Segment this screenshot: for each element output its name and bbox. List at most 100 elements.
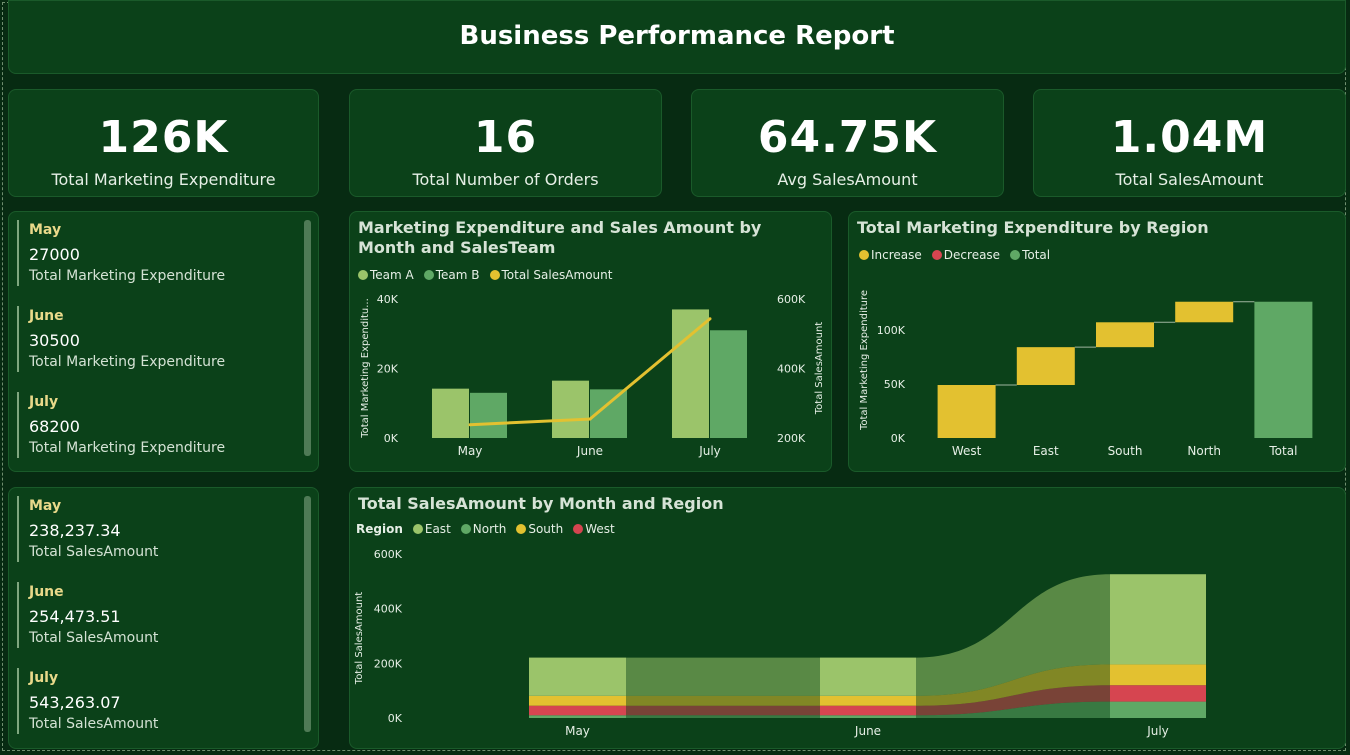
legend-swatch — [931, 250, 942, 260]
y-tick-label: 40K — [377, 293, 399, 306]
chart-title: Total SalesAmount by Month and Region — [358, 494, 724, 513]
legend-item[interactable]: Total — [1010, 248, 1050, 262]
value-text: 238,237.34 — [29, 521, 121, 540]
y-axis-label: Total Marketing Expenditu... — [360, 298, 371, 439]
legend-label: Team A — [370, 268, 414, 282]
value-text: 27000 — [29, 245, 80, 264]
y2-tick-label: 400K — [777, 363, 806, 376]
segment-south — [529, 695, 626, 706]
legend-swatch — [489, 270, 500, 280]
legend-swatch — [1010, 250, 1021, 260]
waterfall-bar-north — [1175, 301, 1234, 323]
y-tick-label: 0K — [891, 432, 906, 445]
legend-label: East — [424, 522, 451, 536]
y-tick-label: 400K — [374, 603, 403, 616]
ribbon-north — [916, 701, 1110, 718]
legend-label: South — [528, 522, 564, 536]
legend-label: Increase — [871, 248, 922, 262]
waterfall-bar-east — [1016, 347, 1075, 386]
waterfall-chart-plot[interactable]: 0K 50K 100K Total Marketing Expenditure West… — [849, 212, 1347, 473]
legend-item[interactable]: Team B — [423, 268, 480, 282]
legend-swatch — [859, 250, 869, 260]
kpi-label: Avg SalesAmount — [777, 170, 918, 189]
segment-west — [1110, 685, 1206, 702]
waterfall-bar-west — [937, 385, 996, 438]
bar-team-a — [672, 309, 709, 438]
scrollbar[interactable] — [304, 496, 311, 732]
legend-swatch — [358, 270, 368, 280]
month-label: July — [29, 670, 59, 686]
kpi-label: Total Marketing Expenditure — [51, 170, 276, 189]
chart-title: Total Marketing Expenditure by Region — [857, 218, 1209, 237]
value-text: 543,263.07 — [29, 693, 121, 712]
legend-title: Region — [356, 522, 403, 536]
ribbon-west — [626, 705, 820, 716]
segment-north — [1110, 701, 1206, 718]
kpi-label: Total SalesAmount — [1115, 170, 1264, 189]
list-item[interactable]: May 27000 Total Marketing Expenditure — [17, 220, 299, 286]
list-item[interactable]: July 543,263.07 Total SalesAmount — [17, 668, 299, 734]
x-tick-label: June — [576, 444, 603, 458]
segment-south — [1110, 664, 1206, 686]
list-item[interactable]: July 68200 Total Marketing Expenditure — [17, 392, 299, 458]
x-tick-label: June — [854, 724, 881, 738]
legend-swatch — [412, 524, 423, 534]
combo-chart-card[interactable]: Marketing Expenditure and Sales Amount b… — [349, 211, 832, 472]
bar-team-a — [432, 388, 469, 438]
segment-west — [529, 705, 626, 716]
legend-item[interactable]: Team A — [358, 268, 414, 282]
bar-team-a — [552, 380, 589, 438]
report-title: Business Performance Report — [459, 21, 895, 51]
kpi-card-orders[interactable]: 16 Total Number of Orders — [349, 89, 662, 197]
y2-tick-label: 600K — [777, 293, 806, 306]
legend-label: North — [472, 522, 507, 536]
measure-label: Total SalesAmount — [29, 716, 159, 732]
x-tick-label: North — [1187, 444, 1221, 458]
sales-by-month-card: May 238,237.34 Total SalesAmount June 25… — [8, 487, 319, 749]
x-tick-label: July — [698, 444, 721, 458]
list-item[interactable]: June 30500 Total Marketing Expenditure — [17, 306, 299, 372]
segment-east — [820, 657, 916, 696]
scrollbar[interactable] — [304, 220, 311, 456]
ribbon-chart-plot[interactable]: 0K 200K 400K 600K Total SalesAmount May June Ju… — [350, 488, 1347, 750]
chart-legend: Team A Team B Total SalesAmount — [358, 268, 618, 282]
legend-item[interactable]: South — [516, 522, 563, 536]
measure-label: Total Marketing Expenditure — [29, 440, 226, 456]
legend-label: Decrease — [943, 248, 1001, 262]
value-text: 254,473.51 — [29, 607, 121, 626]
x-tick-label: Total — [1268, 444, 1297, 458]
kpi-value: 64.75K — [757, 112, 938, 163]
list-item[interactable]: May 238,237.34 Total SalesAmount — [17, 496, 299, 562]
x-tick-label: East — [1033, 444, 1059, 458]
segment-east — [529, 657, 626, 696]
legend-label: Total SalesAmount — [501, 268, 613, 282]
legend-item[interactable]: Decrease — [931, 248, 1001, 262]
legend-swatch — [460, 524, 471, 534]
legend-label: Team B — [435, 268, 480, 282]
sales-point — [468, 423, 472, 427]
bar-team-b — [470, 392, 507, 438]
chart-legend: Increase Decrease Total — [859, 248, 1056, 262]
list-item[interactable]: June 254,473.51 Total SalesAmount — [17, 582, 299, 648]
ribbon-east — [626, 657, 820, 696]
ribbon-south — [626, 695, 820, 706]
legend-item[interactable]: Increase — [859, 248, 922, 262]
kpi-card-marketing[interactable]: 126K Total Marketing Expenditure — [8, 89, 319, 197]
x-tick-label: May — [458, 444, 483, 458]
legend-item[interactable]: North — [460, 522, 507, 536]
month-label: May — [29, 222, 62, 238]
kpi-card-total-sales[interactable]: 1.04M Total SalesAmount — [1033, 89, 1346, 197]
ribbon-chart-card[interactable]: Total SalesAmount by Month and Region Re… — [349, 487, 1346, 749]
kpi-label: Total Number of Orders — [412, 170, 599, 189]
kpi-card-avg-sales[interactable]: 64.75K Avg SalesAmount — [691, 89, 1004, 197]
legend-item[interactable]: Total SalesAmount — [489, 268, 613, 282]
y-axis-label: Total SalesAmount — [354, 592, 365, 686]
combo-chart-plot[interactable]: 0K 20K 40K 200K 400K 600K Total Marketing Expe… — [350, 212, 833, 473]
legend-item[interactable]: West — [573, 522, 615, 536]
y-tick-label: 600K — [374, 548, 403, 561]
waterfall-chart-card[interactable]: Total Marketing Expenditure by Region In… — [848, 211, 1346, 472]
chart-legend: Region East North South West — [356, 522, 621, 536]
x-tick-label: May — [565, 724, 590, 738]
legend-item[interactable]: East — [412, 522, 451, 536]
x-tick-label: South — [1108, 444, 1143, 458]
